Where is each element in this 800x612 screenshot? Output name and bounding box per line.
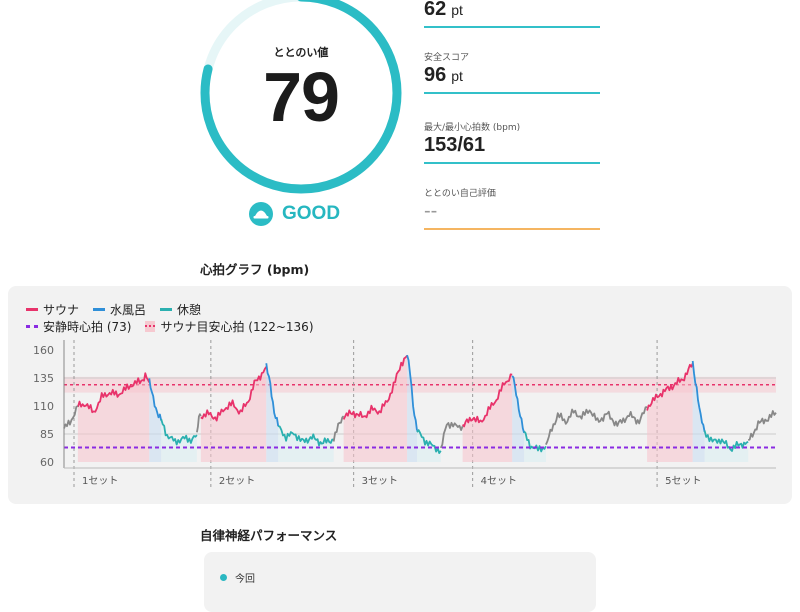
set-label: 5セット bbox=[665, 475, 701, 487]
metric-underline bbox=[424, 162, 600, 164]
sauna-hat-icon bbox=[249, 202, 273, 226]
series-line bbox=[406, 354, 418, 431]
metric-value: 62 pt bbox=[424, 0, 463, 20]
series-line bbox=[416, 429, 442, 455]
series-line bbox=[160, 418, 198, 446]
legend-sauna: サウナ bbox=[26, 301, 79, 318]
y-tick-label: 85 bbox=[40, 428, 54, 441]
legend-cold-bath: 水風呂 bbox=[93, 301, 146, 318]
series-line bbox=[332, 415, 345, 442]
score-ring-arc bbox=[200, 0, 402, 194]
legend-target-hr: サウナ目安心拍 (122~136) bbox=[145, 318, 314, 335]
metric-underline bbox=[424, 92, 600, 94]
series-line bbox=[461, 373, 513, 428]
heart-graph-title: 心拍グラフ (bpm) bbox=[200, 262, 310, 277]
metric-points: 62 pt bbox=[424, 0, 600, 28]
y-tick-label: 135 bbox=[33, 372, 54, 385]
series-area bbox=[692, 363, 705, 462]
status-text: GOOD bbox=[282, 203, 341, 224]
metric-label: ととのい自己評価 bbox=[424, 189, 496, 199]
y-tick-label: 160 bbox=[33, 344, 54, 357]
series-area bbox=[462, 374, 513, 462]
series-area bbox=[647, 363, 693, 462]
heart-rate-chart: 60 85 110 135 160 1セット 2セット 3セット 4セット 5セット bbox=[33, 340, 777, 490]
series-line bbox=[77, 372, 151, 414]
y-tick-label: 110 bbox=[33, 400, 54, 413]
series-area bbox=[200, 366, 267, 462]
autonomic-performance-title: 自律神経パフォーマンス bbox=[200, 528, 338, 543]
metric-label: 最大/最小心拍数 (bpm) bbox=[424, 123, 521, 133]
metric-value: 96 pt bbox=[424, 64, 463, 86]
series-area bbox=[343, 355, 408, 462]
legend-rest: 休憩 bbox=[160, 301, 201, 318]
score-label: ととのい値 bbox=[273, 46, 329, 59]
series-line bbox=[511, 375, 525, 434]
series-line bbox=[63, 405, 79, 429]
series-area bbox=[524, 432, 546, 462]
heart-chart-card: サウナ 水風呂 休憩 安静時心拍 (73) サウナ目安心拍 (122~136) … bbox=[8, 286, 792, 504]
set-label: 1セット bbox=[82, 475, 118, 487]
score-ring bbox=[200, 0, 402, 194]
series-line bbox=[646, 363, 694, 411]
series-line bbox=[277, 425, 334, 447]
series-area bbox=[512, 374, 525, 462]
metric-label: 安全スコア bbox=[424, 53, 470, 63]
set-label: 4セット bbox=[481, 475, 517, 487]
metric-heart-rate-range: 最大/最小心拍数 (bpm) 153/61 bbox=[424, 120, 600, 164]
series-line bbox=[439, 421, 464, 449]
series-area bbox=[407, 355, 418, 462]
y-tick-label: 60 bbox=[40, 456, 54, 469]
series-area bbox=[149, 382, 162, 462]
score-value: 79 bbox=[263, 58, 340, 136]
legend-resting-hr: 安静時心拍 (73) bbox=[26, 318, 131, 335]
metric-value[interactable]: -- bbox=[424, 200, 438, 222]
set-label: 2セット bbox=[219, 475, 255, 487]
series-line bbox=[545, 406, 648, 445]
series-area bbox=[77, 374, 150, 462]
series-line bbox=[703, 430, 749, 452]
series-line bbox=[200, 366, 268, 422]
series-line bbox=[196, 413, 202, 433]
series-area bbox=[704, 431, 749, 462]
performance-card: 今回 bbox=[204, 552, 596, 612]
series-line bbox=[342, 355, 408, 420]
series-line bbox=[148, 378, 163, 421]
set-label: 3セット bbox=[362, 475, 398, 487]
metric-underline bbox=[424, 228, 600, 230]
legend-dot bbox=[220, 574, 227, 581]
chart-legend-row-1: サウナ 水風呂 休憩 bbox=[26, 301, 201, 318]
series-line bbox=[747, 410, 777, 441]
series-line bbox=[691, 360, 706, 432]
series-area bbox=[266, 366, 279, 462]
metric-value: 153/61 bbox=[424, 134, 486, 156]
series-area bbox=[278, 426, 334, 462]
chart-legend-row-2: 安静時心拍 (73) サウナ目安心拍 (122~136) bbox=[26, 318, 314, 335]
performance-legend: 今回 bbox=[220, 570, 255, 585]
legend-current: 今回 bbox=[235, 574, 255, 585]
status-badge: GOOD bbox=[248, 198, 340, 230]
metric-safety-score: 安全スコア 96 pt bbox=[424, 50, 600, 94]
metric-underline bbox=[424, 26, 600, 28]
metric-self-evaluation[interactable]: ととのい自己評価 -- bbox=[424, 186, 600, 230]
series-line bbox=[265, 363, 280, 427]
